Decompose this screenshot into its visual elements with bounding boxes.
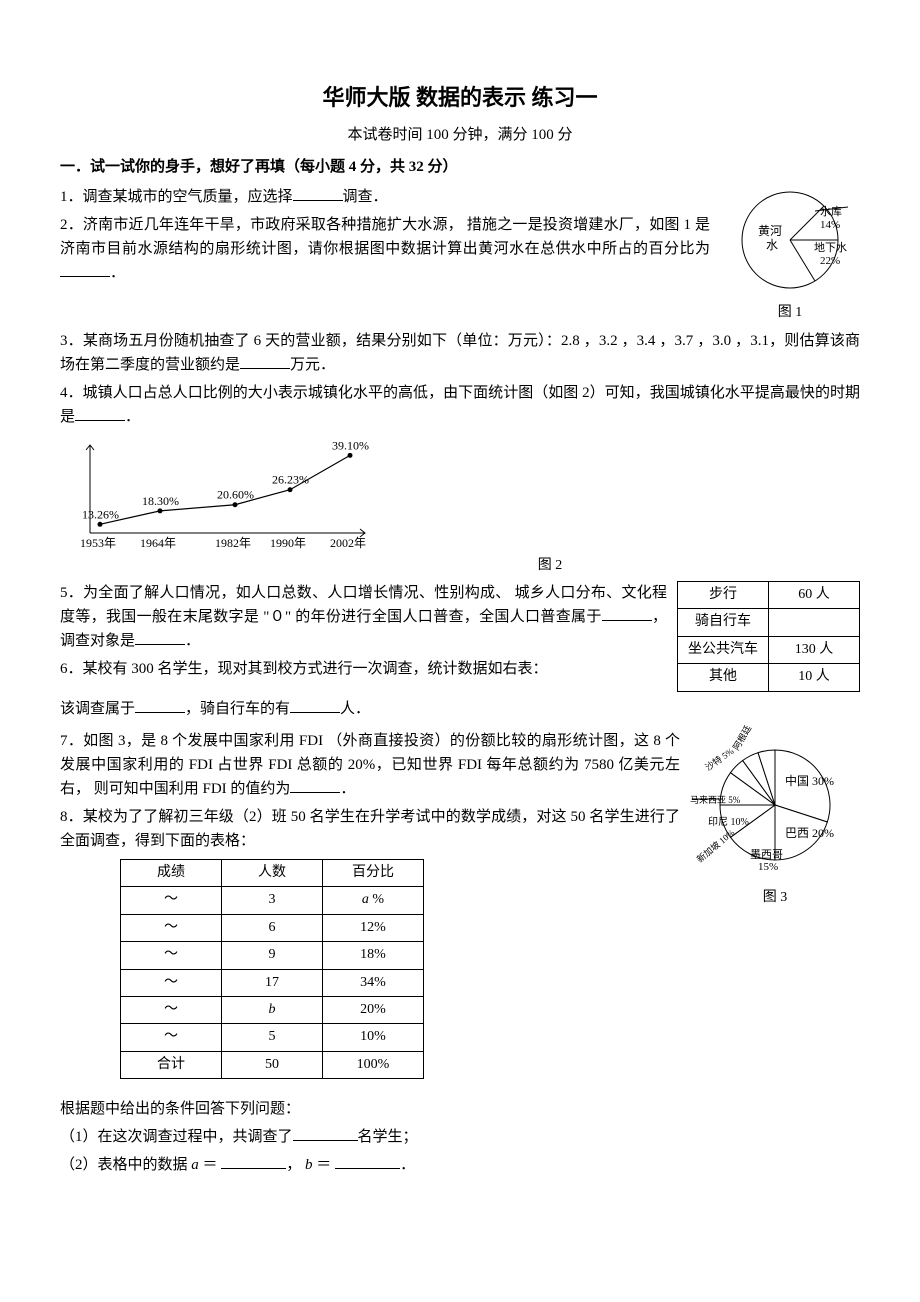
table-cell: ～ [121,942,222,969]
table-cell: 10% [323,1024,424,1051]
pie1-label-ground: 地下水 [814,241,847,254]
question-8-2: （2）表格中的数据 a ＝ ， b ＝ ． [60,1153,860,1177]
svg-text:18.30%: 18.30% [142,493,179,507]
section-1-head: 一．试一试你的身手，想好了再填（每小题 4 分，共 32 分） [60,155,860,179]
blank [290,777,340,793]
figure-2-caption: 图 2 [260,555,840,577]
svg-text:26.23%: 26.23% [272,472,309,486]
blank [135,697,185,713]
table-cell: 5 [222,1024,323,1051]
svg-text:1964年: 1964年 [140,536,176,550]
table-cell: b [222,996,323,1023]
blank [335,1153,400,1169]
table-cell: 20% [323,996,424,1023]
svg-text:13.26%: 13.26% [82,507,119,521]
table-cell: a % [323,887,424,914]
table-cell: 坐公共汽车 [678,636,769,663]
table-cell: 50 [222,1051,323,1078]
pie1-label-reservoir: 水库 [820,205,842,218]
blank [602,605,652,621]
table-cell: 18% [323,942,424,969]
table-cell: 9 [222,942,323,969]
table-cell: 3 [222,887,323,914]
page-title: 华师大版 数据的表示 练习一 [60,80,860,115]
page-subtitle: 本试卷时间 100 分钟，满分 100 分 [60,123,860,147]
blank [290,697,340,713]
figure-1-caption: 图 1 [720,302,860,324]
blank [293,185,343,201]
question-8-footer: 根据题中给出的条件回答下列问题： [60,1097,860,1121]
table-cell: 17 [222,969,323,996]
blank [240,353,290,369]
svg-text:39.10%: 39.10% [332,438,369,452]
table-cell: 130 人 [769,636,860,663]
svg-text:马来西亚 5%: 马来西亚 5% [690,795,741,805]
question-3: 3．某商场五月份随机抽查了 6 天的营业额，结果分别如下（单位：万元）：2.8 … [60,329,860,377]
pie-chart-1: 黄河 水 水库 14% 地下水 22% [720,185,860,300]
table-cell: ～ [121,996,222,1023]
question-4: 4．城镇人口占总人口比例的大小表示城镇化水平的高低，由下面统计图（如图 2）可知… [60,381,860,429]
table-cell: 骑自行车 [678,609,769,636]
svg-text:墨西哥: 墨西哥 [750,848,783,861]
score-table: 成绩人数百分比～3a %～612%～918%～1734%～b20%～510%合计… [120,859,424,1079]
blank [293,1125,358,1141]
table-header-cell: 百分比 [323,859,424,886]
pie-chart-3: 中国 30% 巴西 20%墨西哥15% 新加坡 10%印尼 10% 马来西亚 5% 沙特… [690,725,860,885]
svg-text:14%: 14% [820,219,840,231]
svg-text:阿根廷 5%: 阿根廷 5% [730,725,760,752]
svg-text:22%: 22% [820,255,840,267]
svg-text:1982年: 1982年 [215,536,251,550]
table-cell: ～ [121,914,222,941]
line-chart: 13.26% 1953年 18.30% 1964年 20.60% 1982年 26.23% 1… [60,433,380,553]
pie1-label-yellow-river: 黄河 [758,224,782,238]
figure-1: 黄河 水 水库 14% 地下水 22% 图 1 [720,185,860,324]
svg-text:巴西 20%: 巴西 20% [785,826,834,840]
table-cell: 合计 [121,1051,222,1078]
table-cell: 步行 [678,581,769,608]
blank [135,629,185,645]
table-cell: 其他 [678,664,769,691]
svg-text:水: 水 [766,238,778,252]
figure-2: 13.26% 1953年 18.30% 1964年 20.60% 1982年 26.23% 1… [60,433,840,577]
svg-text:中国 30%: 中国 30% [785,773,834,788]
svg-text:1953年: 1953年 [80,536,116,550]
svg-text:2002年: 2002年 [330,536,366,550]
svg-text:20.60%: 20.60% [217,487,254,501]
transport-table: 步行60 人骑自行车坐公共汽车130 人其他10 人 [677,581,860,692]
svg-text:新加坡 10%: 新加坡 10% [694,826,737,864]
table-cell [769,609,860,636]
svg-text:1990年: 1990年 [270,536,306,550]
table-cell: 12% [323,914,424,941]
table-cell: ～ [121,969,222,996]
question-6b: 该调查属于，骑自行车的有人． [60,697,860,721]
table-cell: ～ [121,887,222,914]
blank [221,1153,286,1169]
figure-3: 中国 30% 巴西 20%墨西哥15% 新加坡 10%印尼 10% 马来西亚 5% 沙特… [690,725,860,909]
blank [75,405,125,421]
figure-3-caption: 图 3 [690,887,860,909]
question-8-1: （1）在这次调查过程中，共调查了名学生； [60,1125,860,1149]
table-cell: 6 [222,914,323,941]
table-cell: 60 人 [769,581,860,608]
table-cell: 10 人 [769,664,860,691]
table-header-cell: 人数 [222,859,323,886]
table-header-cell: 成绩 [121,859,222,886]
blank [60,261,110,277]
svg-text:15%: 15% [758,861,778,873]
svg-text:沙特 5%: 沙特 5% [703,745,736,773]
table-cell: 100% [323,1051,424,1078]
table-cell: 34% [323,969,424,996]
svg-text:印尼 10%: 印尼 10% [708,816,749,828]
table-cell: ～ [121,1024,222,1051]
